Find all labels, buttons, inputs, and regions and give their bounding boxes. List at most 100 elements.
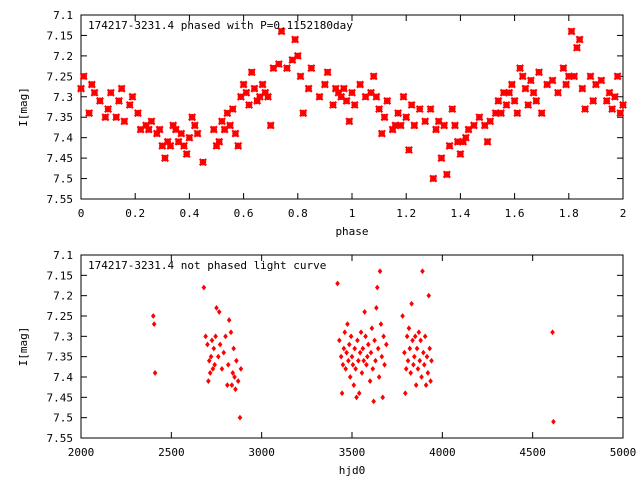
data-point [426,105,435,114]
data-point [412,333,418,340]
data-point [348,88,356,97]
data-point [334,88,343,97]
data-point [152,370,158,376]
data-point [358,329,364,336]
x-tick-label: 4000 [429,446,456,459]
data-point [180,141,188,150]
data-point [350,361,356,368]
data-point [516,64,524,73]
data-point [377,268,383,275]
data-point [445,141,454,150]
x-tick-label: 4500 [519,446,546,459]
x-tick-labels: 0 0.2 0.4 0.6 0.8 1 1.2 1.4 1.6 1.8 2 [78,207,627,220]
data-point [235,378,241,384]
data-point [380,113,389,122]
data-point [87,80,96,89]
data-point [369,325,375,332]
data-point [361,357,367,364]
data-point [266,121,275,130]
y-tick-label: 7.15 [47,29,74,42]
data-point [344,349,349,356]
data-point [423,382,429,389]
data-point [128,92,137,101]
data-point [375,105,384,114]
data-point [125,100,134,109]
data-point [158,141,167,150]
data-point [234,141,243,150]
data-point [348,333,354,340]
data-point [315,92,324,101]
data-point [166,141,175,150]
data-point [210,365,216,372]
data-point [198,158,207,167]
y-tick-label: 7.25 [47,70,74,83]
data-point [346,341,352,348]
data-point [225,382,230,389]
data-point [421,117,430,126]
data-point [374,304,379,311]
data-point [190,121,199,130]
data-point [356,80,365,89]
data-point [619,100,627,109]
data-point [136,125,145,134]
data-point [428,378,433,384]
data-point [95,96,104,105]
data-point [400,313,405,319]
data-point [379,353,385,360]
data-point [451,121,459,130]
data-point [347,374,353,380]
data-point [258,80,267,89]
data-point [85,109,94,118]
y-tick-label: 7.2 [53,290,73,303]
data-point [605,88,614,97]
data-point [413,382,419,389]
data-point [581,105,590,114]
phased-light-curve-plot: 7.1 7.15 7.2 7.25 7.3 7.35 7.4 7.45 7.5 7.55 0 0.2… [17,9,627,238]
data-point [367,378,373,384]
data-point [404,333,410,340]
data-point [396,121,405,130]
data-point [150,313,156,319]
data-point [410,121,419,130]
data-point [304,84,313,93]
data-point [505,88,514,97]
y-tick-label: 7.3 [53,330,73,343]
data-point [144,125,153,134]
axis-ticks [80,254,624,439]
y-tick-label: 7.1 [53,249,73,262]
data-point [409,300,414,307]
data-point [296,72,305,81]
data-point [223,333,228,340]
data-point [320,80,329,89]
data-point [174,137,183,146]
data-point [349,353,355,360]
data-point [610,92,619,101]
y-tick-label: 7.45 [47,152,74,165]
data-point [221,349,227,356]
data-point [359,370,365,376]
data-point [361,92,370,101]
data-point [340,361,346,368]
data-point [405,357,411,364]
x-tick-label: 1.4 [450,207,470,220]
x-tick-label: 0.4 [179,207,199,220]
data-point [219,365,225,372]
data-point [352,345,358,352]
data-point [456,150,465,158]
data-point [469,121,478,130]
data-point [372,337,377,344]
data-point [410,337,415,344]
y-tick-label: 7.4 [53,371,73,384]
x-tick-label: 2000 [68,446,95,459]
data-point [551,418,556,425]
y-tick-labels: 7.1 7.15 7.2 7.25 7.3 7.35 7.4 7.45 7.5 7.55 [47,249,74,445]
data-point [421,349,426,356]
data-point [255,92,264,101]
data-point [535,68,543,77]
data-point [416,329,422,336]
data-point [238,365,244,372]
data-point [155,125,164,134]
data-point [497,109,506,118]
data-point [353,365,358,372]
